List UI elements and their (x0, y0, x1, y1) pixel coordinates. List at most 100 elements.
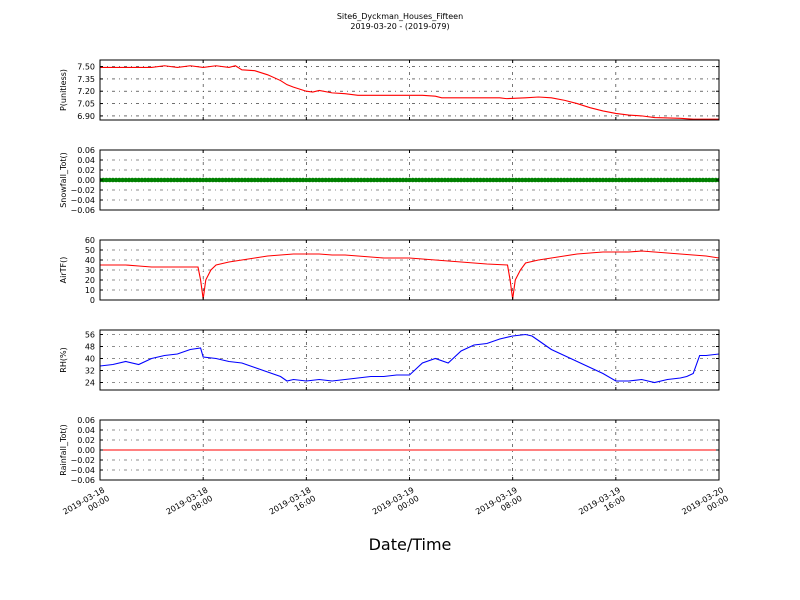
snowfall-marker (561, 177, 567, 183)
snowfall-marker (565, 177, 570, 183)
snowfall-marker (355, 177, 361, 183)
snowfall-marker (413, 177, 419, 183)
snowfall-marker (120, 177, 125, 183)
snowfall-marker (220, 177, 225, 183)
snowfall-marker (671, 177, 677, 183)
snowfall-marker (149, 177, 154, 183)
snowfall-marker (462, 177, 467, 183)
snowfall-marker (445, 177, 451, 183)
y-tick-label: 0.06 (77, 416, 95, 425)
snowfall-marker (136, 177, 141, 183)
series-snowfall (100, 177, 719, 183)
snowfall-marker (342, 177, 348, 183)
x-tick-label: 2019-03-1908:00 (474, 485, 524, 524)
y-tick-label: 60 (85, 236, 95, 245)
x-tick-label: 2019-03-1916:00 (577, 485, 627, 524)
snowfall-marker (284, 177, 290, 183)
snowfall-marker (403, 177, 409, 183)
y-tick-label: 0.06 (77, 146, 95, 155)
snowfall-marker (333, 177, 338, 183)
snowfall-marker (397, 177, 403, 183)
snowfall-marker (420, 177, 425, 183)
y-tick-label: −0.06 (70, 476, 95, 485)
snowfall-marker (126, 177, 132, 183)
snowfall-marker (552, 177, 557, 183)
snowfall-marker (268, 177, 274, 183)
y-tick-label: 50 (85, 246, 95, 255)
x-tick-labels: 2019-03-1800:00 2019-03-1808:00 2019-03-18… (61, 485, 730, 524)
y-tick-label: 0.02 (77, 436, 95, 445)
x-tick-label: 2019-03-1808:00 (165, 485, 215, 524)
y-tick-label: −0.06 (70, 206, 95, 215)
y-tick-label: 56 (85, 331, 95, 340)
snowfall-marker (578, 177, 583, 183)
snowfall-marker (133, 177, 138, 183)
snowfall-marker (175, 177, 180, 183)
snowfall-marker (439, 177, 445, 183)
snowfall-marker (100, 177, 106, 183)
snowfall-marker (123, 177, 129, 183)
y-tick-label: −0.02 (70, 456, 95, 465)
snowfall-marker (684, 177, 690, 183)
snowfall-marker (558, 177, 564, 183)
x-tick-label: 2019-03-2000:00 (680, 485, 730, 524)
y-tick-label: −0.04 (70, 196, 95, 205)
snowfall-marker (632, 177, 638, 183)
snowfall-marker (410, 177, 416, 183)
snowfall-marker (603, 177, 609, 183)
snowfall-marker (539, 177, 544, 183)
snowfall-marker (152, 177, 158, 183)
snowfall-marker (516, 177, 522, 183)
snowfall-marker (213, 177, 219, 183)
y-tick-label: 0 (90, 296, 95, 305)
snowfall-marker (665, 177, 670, 183)
snowfall-marker (178, 177, 183, 183)
snowfall-marker (510, 177, 515, 183)
snowfall-marker (681, 177, 686, 183)
snowfall-marker (313, 177, 319, 183)
snowfall-marker (703, 177, 709, 183)
snowfall-marker (287, 177, 293, 183)
snowfall-marker (678, 177, 683, 183)
snowfall-marker (155, 177, 161, 183)
y-tick-label: −0.04 (70, 466, 95, 475)
snowfall-marker (358, 177, 364, 183)
snowfall-marker (568, 177, 573, 183)
snowfall-marker (304, 177, 309, 183)
snowfall-marker (436, 177, 441, 183)
snowfall-marker (581, 177, 586, 183)
snowfall-marker (455, 177, 461, 183)
snowfall-marker (452, 177, 457, 183)
x-tick-label: 2019-03-1816:00 (268, 485, 318, 524)
snowfall-marker (165, 177, 171, 183)
snowfall-marker (339, 177, 345, 183)
snowfall-marker (500, 177, 506, 183)
snowfall-marker (365, 177, 370, 183)
snowfall-marker (610, 177, 615, 183)
snowfall-marker (184, 177, 190, 183)
y-tick-label: 30 (85, 266, 95, 275)
snowfall-marker (690, 177, 696, 183)
snowfall-marker (652, 177, 657, 183)
snowfall-marker (216, 177, 222, 183)
snowfall-marker (429, 177, 435, 183)
snowfall-marker (639, 177, 644, 183)
y-tick-label: 7.50 (77, 63, 95, 72)
snowfall-marker (713, 177, 719, 183)
snowfall-marker (204, 177, 209, 183)
snowfall-marker (249, 177, 254, 183)
snowfall-marker (484, 177, 490, 183)
snowfall-marker (329, 177, 335, 183)
snowfall-marker (668, 177, 673, 183)
snowfall-marker (697, 177, 702, 183)
snowfall-marker (291, 177, 296, 183)
series-pressure (100, 65, 719, 120)
y-axis-label-rh: RH(%) (59, 347, 68, 372)
snowfall-marker (474, 177, 480, 183)
snowfall-marker (458, 177, 464, 183)
snowfall-marker (661, 177, 667, 183)
y-tick-label: 7.20 (77, 87, 95, 96)
snowfall-marker (549, 177, 554, 183)
snowfall-marker (394, 177, 399, 183)
